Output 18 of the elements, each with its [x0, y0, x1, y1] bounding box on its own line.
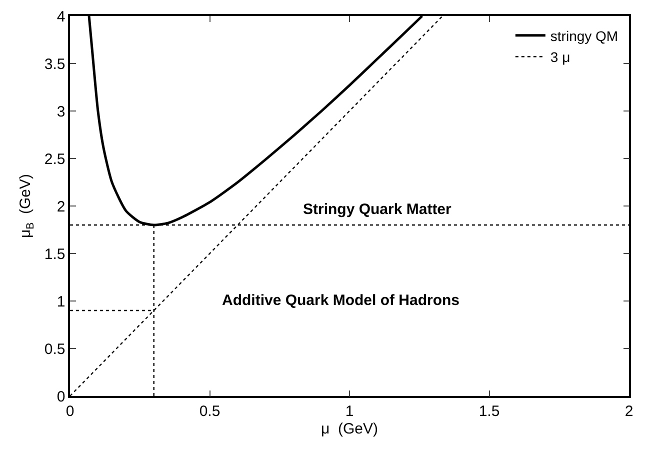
y-tick-label: 3.5: [44, 56, 66, 73]
legend-label: 3 μ: [550, 49, 570, 66]
y-tick-label: 0: [56, 388, 66, 406]
y-tick-label: 3: [56, 103, 66, 120]
y-tick-label: 1.5: [44, 246, 66, 263]
legend-label: stringy QM: [550, 28, 618, 44]
annotation: Stringy Quark Matter: [303, 201, 452, 218]
x-tick-label: 2: [624, 402, 634, 420]
y-tick-label: 0.5: [44, 340, 66, 358]
y-tick-label: 2.5: [44, 150, 66, 168]
y-tick-label: 2: [56, 198, 66, 216]
y-tick-label: 4: [56, 8, 66, 26]
y-tick-label: 1: [56, 293, 66, 310]
x-tick-label: 0.5: [199, 402, 220, 420]
annotation: Additive Quark Model of Hadrons: [222, 292, 460, 309]
x-tick-label: 1: [345, 402, 354, 420]
x-axis-title: μ (GeV): [321, 420, 378, 438]
x-tick-label: 1.5: [478, 402, 500, 420]
